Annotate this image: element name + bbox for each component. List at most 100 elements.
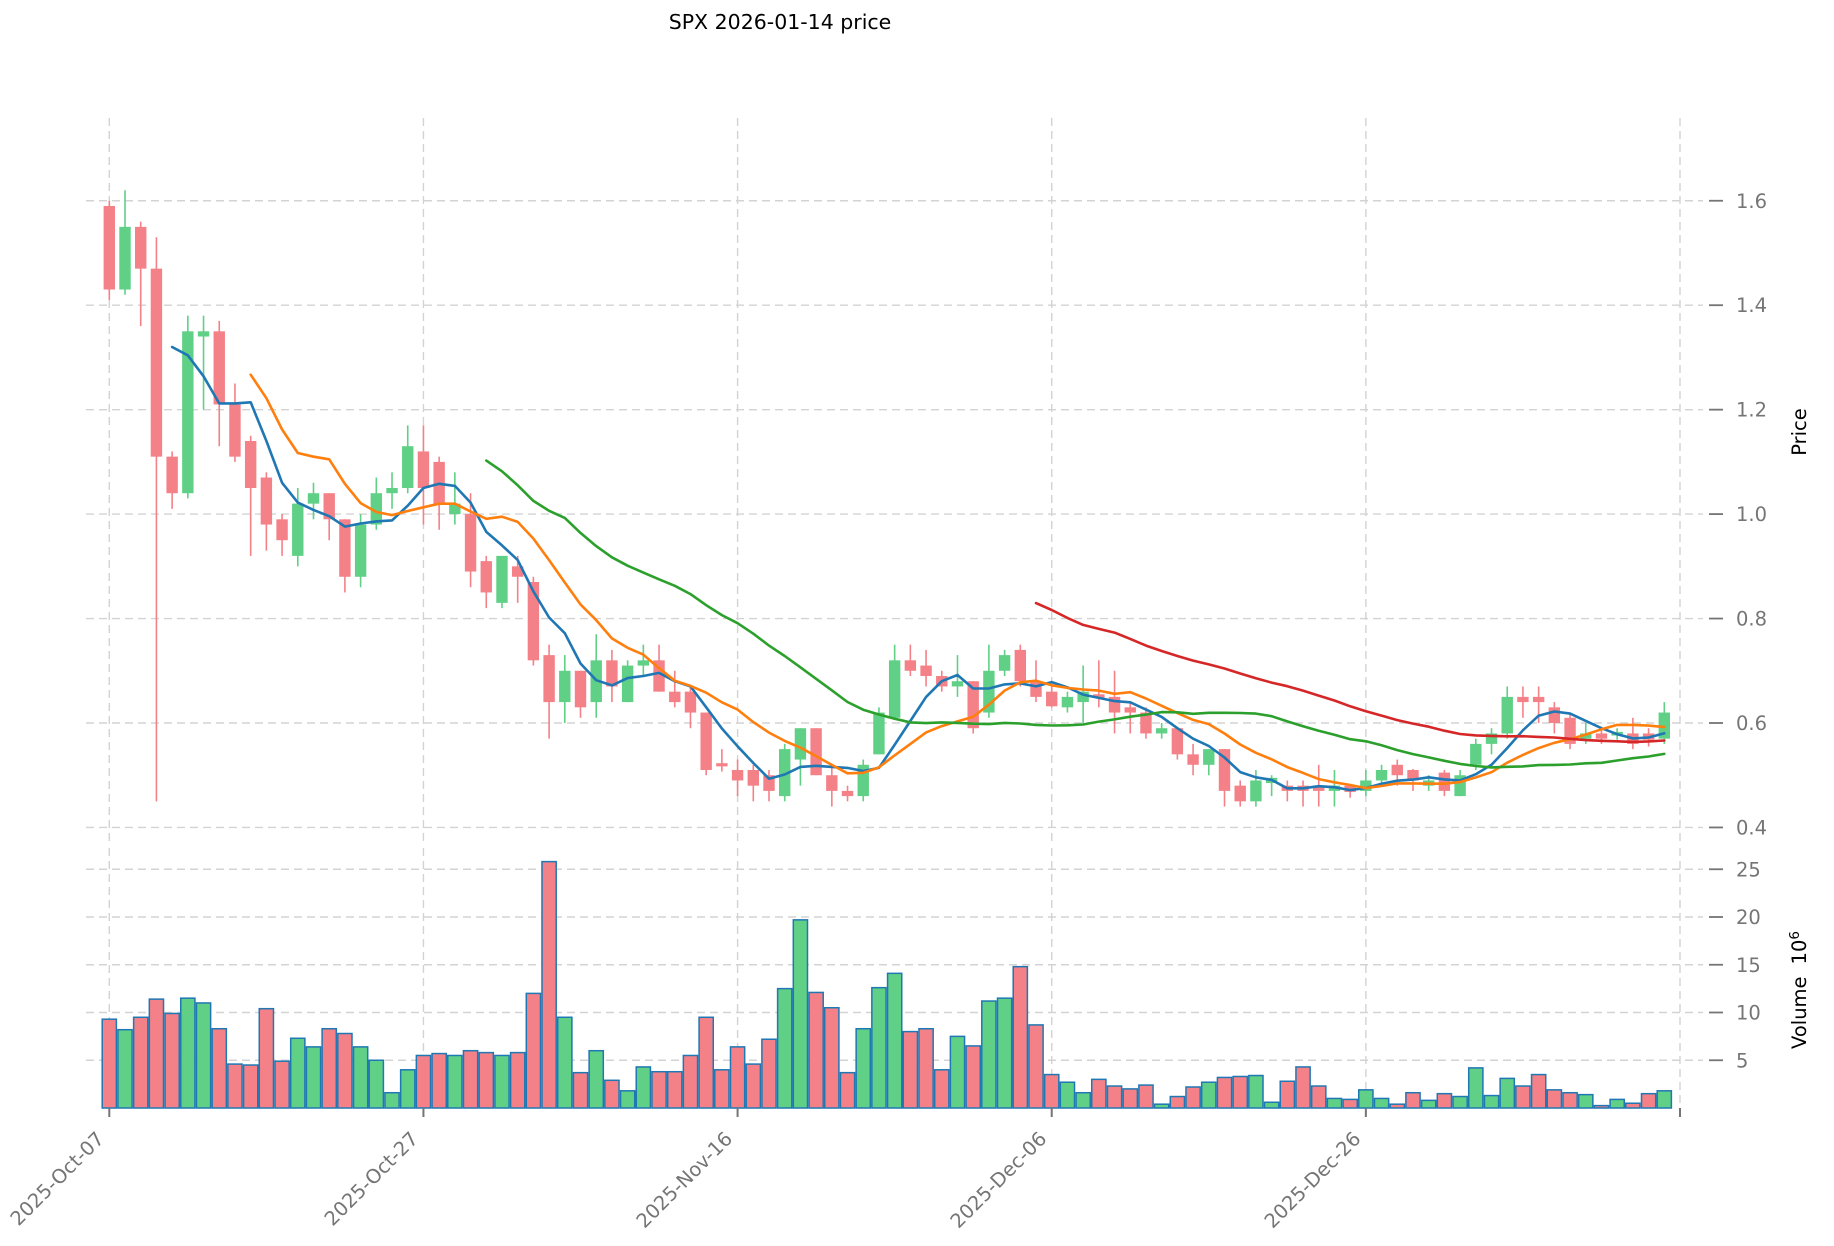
- volume-bar: [1169, 1095, 1186, 1109]
- candle-body: [543, 655, 555, 703]
- volume-bar: [1295, 1066, 1311, 1109]
- candle-up: [998, 649, 1011, 676]
- candle-body: [1658, 712, 1670, 739]
- candle-up: [307, 482, 320, 520]
- candle-up: [386, 472, 398, 509]
- candle-body: [637, 660, 650, 666]
- candle-body: [135, 226, 147, 269]
- volume-axis-unit-base: 10: [1788, 940, 1811, 965]
- candle-up: [888, 644, 901, 718]
- candle-up: [857, 759, 869, 802]
- candle-body: [1564, 717, 1576, 744]
- candle-up: [1485, 728, 1498, 755]
- candle-down: [810, 728, 822, 776]
- candle-up: [1061, 691, 1074, 713]
- candle-down: [1564, 712, 1576, 750]
- volume-bar: [132, 1016, 149, 1109]
- candle-up: [1375, 764, 1388, 786]
- candle-body: [967, 681, 979, 729]
- volume-bar: [101, 1018, 118, 1109]
- candle-body: [1485, 733, 1498, 744]
- volume-bar: [399, 1069, 416, 1109]
- volume-bar: [729, 1046, 746, 1109]
- candle-down: [260, 472, 273, 551]
- volume-bar: [1310, 1085, 1327, 1109]
- volume-tick-label: 20: [1736, 906, 1761, 929]
- volume-bar: [1043, 1073, 1060, 1109]
- price-tick-label: 1.2: [1736, 399, 1767, 422]
- volume-bar: [227, 1063, 243, 1109]
- volume-bar: [1216, 1076, 1233, 1109]
- volume-bar: [1515, 1085, 1531, 1109]
- volume-bar: [1090, 1078, 1107, 1109]
- volume-bar: [337, 1032, 353, 1109]
- volume-bar: [525, 992, 542, 1109]
- ma-layer: [170, 345, 1666, 792]
- candle-body: [559, 670, 571, 703]
- candle-down: [511, 555, 524, 603]
- volume-bar: [745, 1063, 762, 1109]
- candle-down: [1297, 780, 1309, 807]
- candle-body: [1203, 749, 1215, 765]
- candle-body: [244, 440, 257, 488]
- candle-up: [354, 514, 367, 588]
- candle-body: [292, 503, 304, 556]
- candle-down: [904, 644, 917, 676]
- candle-down: [150, 237, 163, 802]
- volume-bar: [1342, 1098, 1359, 1109]
- volume-bar: [933, 1069, 950, 1109]
- ma-line-MA10: [249, 373, 1666, 790]
- candle-down: [1548, 702, 1561, 734]
- candle-down: [700, 712, 712, 776]
- volume-bar: [494, 1054, 510, 1109]
- volume-bar: [1483, 1094, 1500, 1109]
- candle-down: [543, 644, 555, 739]
- volume-bar: [714, 1069, 730, 1109]
- candle-body: [1124, 707, 1136, 713]
- candle-body: [1517, 696, 1529, 703]
- candle-body: [888, 660, 901, 718]
- candle-body: [1014, 649, 1027, 682]
- candle-body: [1250, 780, 1262, 802]
- volume-bar: [666, 1070, 683, 1109]
- x-tick-label: 2025-Nov-16: [632, 1127, 737, 1232]
- candle-body: [119, 226, 131, 290]
- candle-down: [480, 555, 492, 609]
- candle-body: [276, 519, 288, 541]
- candle-body: [621, 665, 634, 703]
- candle-up: [1658, 702, 1670, 744]
- candle-body: [386, 487, 398, 494]
- candle-down: [763, 770, 775, 802]
- volume-bar: [792, 919, 809, 1109]
- candle-body: [1532, 696, 1545, 703]
- price-tick-label: 1.4: [1736, 294, 1767, 317]
- candle-up: [496, 555, 508, 609]
- candle-body: [700, 712, 712, 771]
- volume-bar: [1562, 1091, 1578, 1109]
- volume-bar: [1546, 1089, 1563, 1109]
- volume-bar: [509, 1051, 526, 1109]
- candle-body: [417, 451, 430, 488]
- candle-body: [1580, 733, 1592, 739]
- candle-body: [951, 681, 964, 687]
- volume-bar: [698, 1016, 715, 1109]
- volume-bar: [1389, 1103, 1406, 1109]
- candle-body: [103, 205, 115, 290]
- volume-bar: [839, 1071, 856, 1109]
- candle-down: [716, 749, 728, 772]
- candle-body: [983, 670, 995, 713]
- volume-bar: [368, 1059, 385, 1109]
- candle-down: [1532, 686, 1545, 723]
- candle-body: [1595, 733, 1608, 739]
- candle-body: [779, 749, 791, 797]
- volume-bar: [682, 1054, 699, 1109]
- price-tick-label: 0.4: [1736, 816, 1767, 839]
- volume-tick-label: 5: [1736, 1049, 1748, 1072]
- candle-body: [998, 655, 1011, 671]
- candle-up: [637, 644, 650, 676]
- candle-body: [1093, 694, 1105, 698]
- volume-bar: [462, 1049, 479, 1109]
- candle-up: [1155, 723, 1168, 739]
- price-tick-label: 0.6: [1736, 712, 1767, 735]
